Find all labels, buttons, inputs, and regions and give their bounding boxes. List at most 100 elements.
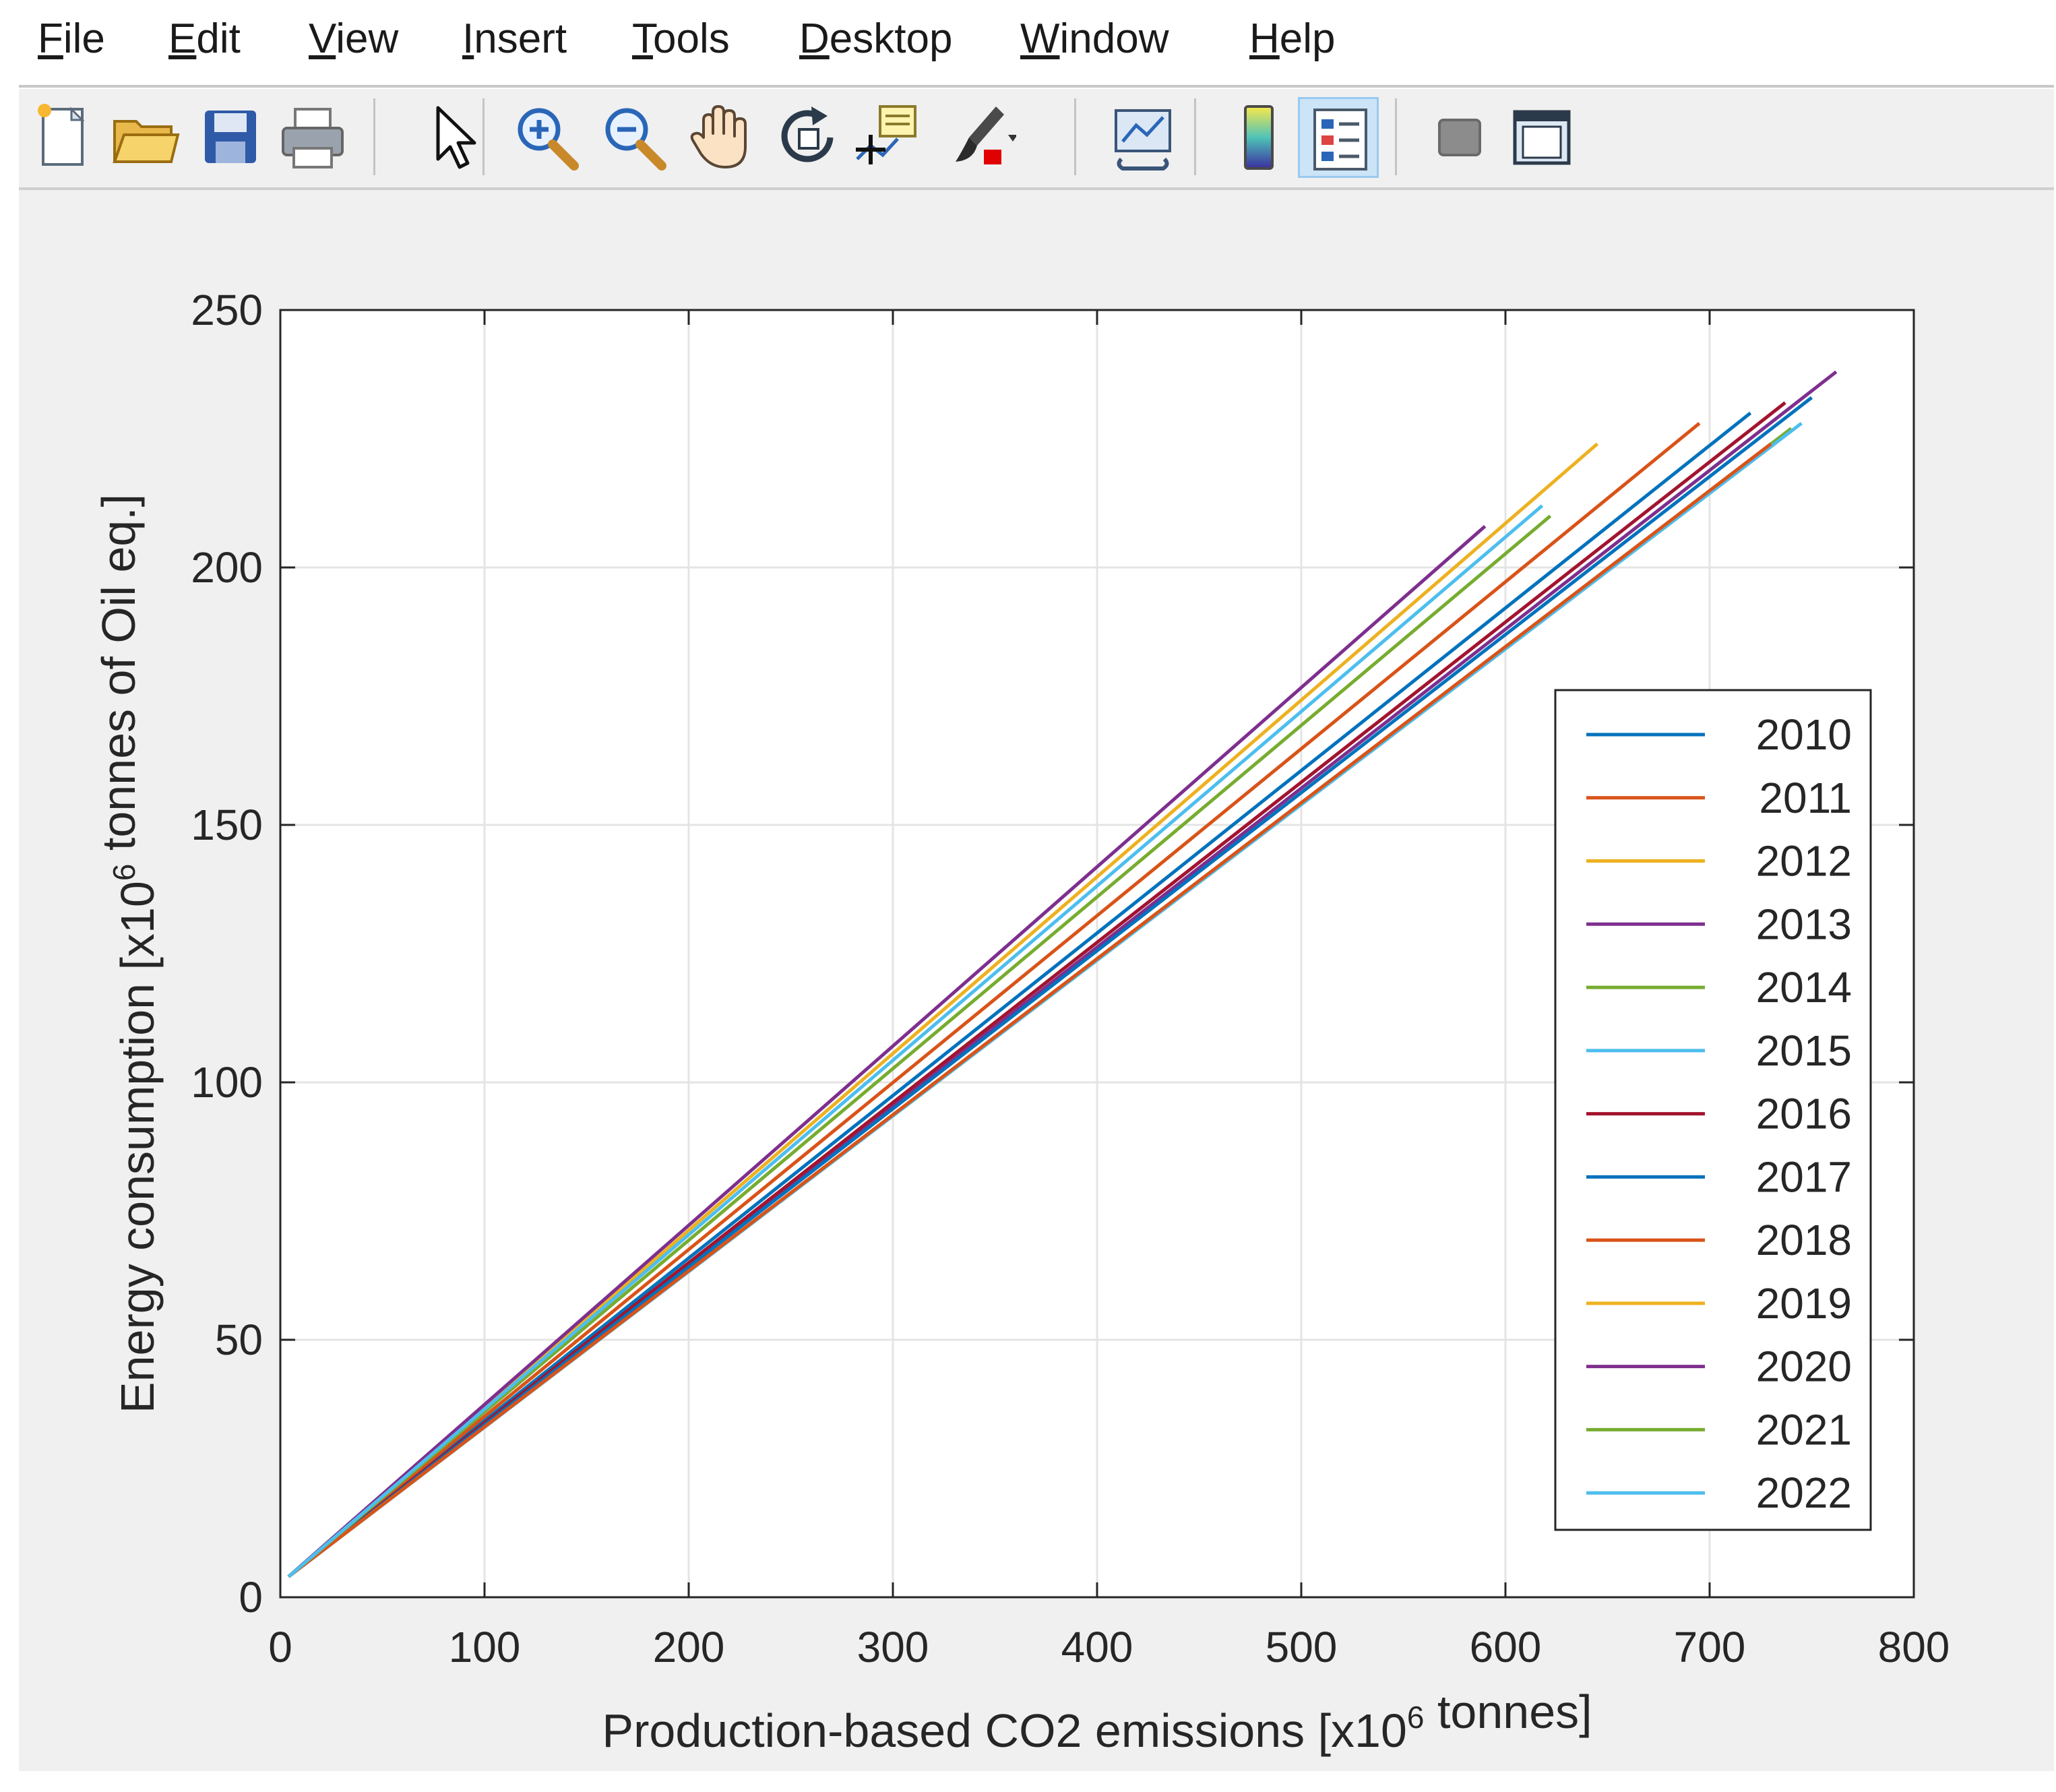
menu-mnemonic: I xyxy=(462,16,474,62)
hide-plot-tools-button[interactable] xyxy=(1419,97,1500,178)
legend-label: 2014 xyxy=(1756,963,1852,1012)
toolbar-separator xyxy=(373,98,375,175)
toolbar-separator xyxy=(1074,98,1076,175)
show-plot-tools-button[interactable] xyxy=(1501,97,1582,178)
menu-label-rest: nsert xyxy=(474,16,567,62)
hide-plot-tools-icon xyxy=(1438,119,1481,156)
toolbar-separator xyxy=(482,98,485,175)
menu-view[interactable]: View xyxy=(309,12,398,66)
legend-label: 2016 xyxy=(1756,1090,1852,1138)
show-plot-tools-icon xyxy=(1513,110,1571,165)
menu-mnemonic: W xyxy=(1020,16,1060,62)
menu-mnemonic: E xyxy=(168,16,197,62)
series-line-2011 xyxy=(287,422,1701,1578)
menu-edit[interactable]: Edit xyxy=(168,12,241,66)
toolbar-separator xyxy=(1194,98,1196,175)
series-line-2019 xyxy=(287,442,1598,1578)
x-tick-label: 100 xyxy=(449,1623,521,1671)
menu-label-rest: elp xyxy=(1279,16,1336,62)
x-tick-label: 400 xyxy=(1061,1623,1133,1671)
colorbar-icon xyxy=(1244,105,1274,170)
x-tick-label: 300 xyxy=(857,1623,929,1671)
line-chart: 0 100 200 300 400 500 600 700 800 0 50 100 150 200 250… xyxy=(92,286,1950,1757)
menu-desktop[interactable]: Desktop xyxy=(799,12,952,66)
x-tick-label: 700 xyxy=(1674,1623,1746,1671)
print-icon xyxy=(282,108,344,168)
series-line-2017 xyxy=(287,396,1813,1578)
menu-bar: File Edit View Insert Tools Desktop Window Help xyxy=(0,0,2056,82)
menu-tools[interactable]: Tools xyxy=(632,12,730,66)
menu-window[interactable]: Window xyxy=(1020,12,1169,66)
legend-label: 2022 xyxy=(1756,1469,1852,1517)
x-tick-label: 200 xyxy=(653,1623,725,1671)
x-tick-label: 600 xyxy=(1470,1623,1542,1671)
menu-label-rest: ile xyxy=(63,16,105,62)
rotate-3d-icon xyxy=(781,106,834,162)
pan-hand-icon xyxy=(690,105,747,168)
open-file-button[interactable] xyxy=(104,97,185,178)
data-cursor-icon xyxy=(856,105,916,164)
print-button[interactable] xyxy=(272,97,353,178)
legend-label: 2015 xyxy=(1756,1026,1852,1075)
menu-mnemonic: F xyxy=(38,16,63,62)
series-line-2022 xyxy=(287,504,1544,1578)
legend-box xyxy=(1554,689,1872,1531)
brush-icon xyxy=(956,106,1016,164)
y-tick-label: 150 xyxy=(191,801,263,849)
zoom-out-icon xyxy=(605,108,666,171)
zoom-in-button[interactable] xyxy=(505,97,586,178)
series-line-2016 xyxy=(287,401,1786,1578)
y-axis-label: Energy consumption [x106 tonnes of Oil e… xyxy=(92,494,164,1413)
x-axis-label: Production-based CO2 emissions [x106 ton… xyxy=(602,1686,1592,1757)
series-line-2021 xyxy=(287,514,1552,1578)
figure-toolbar xyxy=(19,89,2054,190)
legend-label: 2019 xyxy=(1756,1279,1852,1328)
edit-plot-arrow-icon xyxy=(436,106,476,169)
axis-ticks: 0 100 200 300 400 500 600 700 800 0 50 100 150 200 250 xyxy=(191,286,1950,1671)
y-tick-label: 0 xyxy=(239,1573,263,1621)
zoom-out-button[interactable] xyxy=(593,97,674,178)
menu-mnemonic: V xyxy=(309,16,336,62)
new-figure-button[interactable] xyxy=(24,97,105,178)
legend-label: 2017 xyxy=(1756,1152,1852,1201)
pan-hand-button[interactable] xyxy=(681,97,761,178)
series-line-2010 xyxy=(287,411,1752,1578)
menu-file[interactable]: File xyxy=(38,12,105,66)
menu-mnemonic: T xyxy=(632,16,653,62)
figure-canvas: 0 100 200 300 400 500 600 700 800 0 50 100 150 200 250… xyxy=(19,190,2054,1771)
y-tick-label: 50 xyxy=(215,1316,263,1364)
menu-label-rest: dit xyxy=(196,16,241,62)
menu-mnemonic: D xyxy=(799,16,830,62)
menu-help[interactable]: Help xyxy=(1249,12,1336,66)
y-tick-label: 100 xyxy=(191,1058,263,1107)
rotate-3d-button[interactable] xyxy=(768,97,849,178)
legend[interactable]: 2010 2011 2012 2013 2014 2015 2016 2017 2018 2019… xyxy=(1554,689,1872,1531)
legend-label: 2012 xyxy=(1756,837,1852,886)
toolbar-separator xyxy=(1395,98,1397,175)
colorbar-button[interactable] xyxy=(1218,97,1299,178)
legend-button[interactable] xyxy=(1298,97,1379,178)
legend-label: 2013 xyxy=(1756,900,1852,948)
legend-label: 2011 xyxy=(1759,774,1852,822)
x-tick-label: 800 xyxy=(1878,1623,1950,1671)
series-line-2020 xyxy=(287,525,1487,1578)
menu-insert[interactable]: Insert xyxy=(462,12,567,66)
data-cursor-button[interactable] xyxy=(848,97,929,178)
y-tick-label: 200 xyxy=(191,543,263,592)
y-tick-label: 250 xyxy=(191,286,263,334)
link-plot-icon xyxy=(1115,109,1171,171)
link-plot-button[interactable] xyxy=(1102,97,1183,178)
brush-button[interactable] xyxy=(935,97,1016,178)
menu-divider xyxy=(19,85,2054,88)
x-tick-label: 500 xyxy=(1266,1623,1338,1671)
legend-label: 2020 xyxy=(1756,1342,1852,1391)
x-tick-label: 0 xyxy=(268,1623,292,1671)
edit-plot-arrow-button[interactable] xyxy=(411,97,492,178)
menu-label-rest: indow xyxy=(1059,16,1169,62)
series-lines xyxy=(287,370,1838,1578)
menu-label-rest: ools xyxy=(653,16,730,62)
menu-label-rest: esktop xyxy=(829,16,953,62)
legend-label: 2018 xyxy=(1756,1216,1852,1264)
save-button[interactable] xyxy=(190,97,271,178)
open-file-icon xyxy=(113,120,180,163)
